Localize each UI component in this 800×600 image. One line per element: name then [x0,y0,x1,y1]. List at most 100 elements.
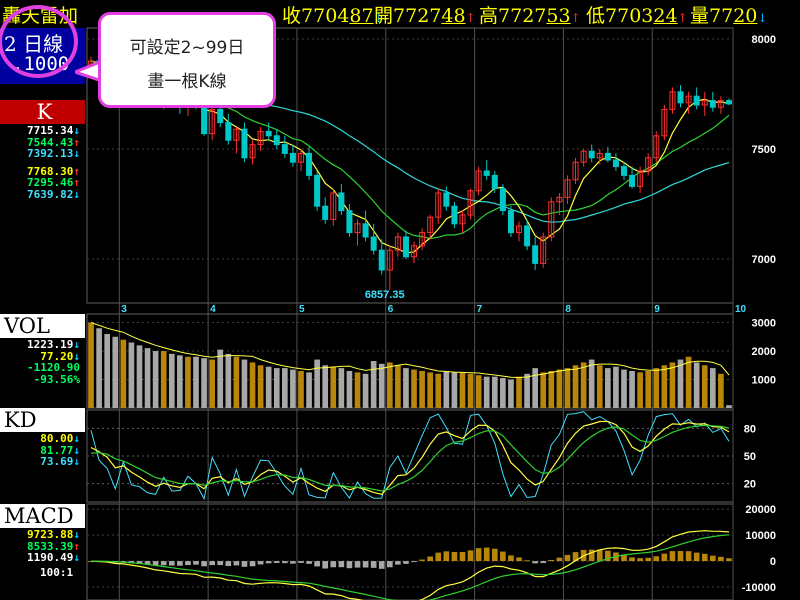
volume-tick-label: 3000 [752,318,776,330]
candle-body [725,100,732,105]
macd-histogram-bar [209,561,215,566]
volume-bar [330,366,337,408]
macd-histogram-bar [508,555,514,562]
volume-bar [160,351,167,408]
vol-value-text: 77.20 [40,349,74,363]
candle-body [419,232,426,247]
volume-bar [193,356,199,408]
candle-body [370,236,377,251]
price-tick-label: 7000 [752,254,776,266]
macd-panel-frame [86,503,734,600]
macd-histogram-bar [572,552,579,562]
volume-bar [403,368,409,408]
k-value-4: 7295.46↑ [0,177,80,189]
candle-body [330,192,337,220]
macd-value-2: 1190.49↓ [0,552,80,564]
macd-histogram-bar [136,561,143,564]
macd-histogram-bar [532,561,538,564]
volume-bar [435,373,442,408]
kd-value-text: 73.69 [40,455,74,468]
k-panel-label[interactable]: K [0,100,85,124]
k-value-text: 7544.43 [27,135,74,149]
candle-body [257,130,264,146]
k-value-text: 7715.34 [27,124,74,137]
candle-body [548,201,555,238]
volume-bar [645,370,652,408]
kd-values: 80.00↓ 81.77↓ 73.69↓ [0,433,80,468]
macd-histogram-bar [701,553,708,562]
volume-bar [637,372,643,408]
candle-body [491,174,498,190]
macd-tick-label: -10000 [742,582,776,594]
volume-bar [653,368,660,408]
vol-values: 1223.19↓ 77.20↓ -1120.90 -93.56% [0,339,80,385]
volume-bar [96,328,102,408]
macd-histogram-bar [370,561,377,568]
volume-bar [386,362,393,408]
macd-histogram-bar [290,561,296,564]
macd-histogram-bar [491,548,498,562]
trend-arrow-icon: ↑ [73,135,80,149]
kd-panel-label[interactable]: KD [0,408,85,432]
macd-histogram-bar [241,561,248,567]
macd-histogram-bar [273,561,280,563]
candle-body [378,249,385,271]
macd-histogram-bar [564,554,571,562]
candle-body [443,192,450,207]
volume-bar [338,368,345,408]
candle-body [217,108,224,124]
callout-line-2: 畫一根K線 [147,72,227,92]
candle-body [524,225,531,247]
volume-bar [354,372,361,408]
macd-histogram-bar [257,561,264,565]
volume-bar [508,379,514,408]
close-quote: 收770487↓ [282,5,384,27]
trend-arrow-icon: ↓ [73,551,80,564]
volume-bar [621,369,627,408]
kd-d-line [90,424,730,492]
candle-body [306,152,313,176]
macd-histogram-bar [459,552,466,562]
candle-body [532,245,539,264]
callout-line-1: 可設定2~99日 [129,38,245,58]
highlight-ring [0,5,78,78]
macd-value-0: 9723.88↓ [0,529,80,541]
low-quote: 低770324↑ [586,5,688,27]
volume-bar [225,353,232,408]
volume-bar [556,369,563,408]
vol-panel-label[interactable]: VOL [0,314,85,338]
macd-histogram-bar [338,561,345,568]
volume-bar [201,358,207,408]
macd-histogram-bar [217,561,224,566]
macd-histogram-bar [330,561,337,568]
candle-body [289,152,296,163]
candle-body [394,236,401,251]
volume-bar [322,365,329,408]
trend-arrow-icon: ↑ [73,176,80,189]
candle-body [507,210,514,234]
volume-bar [475,375,482,408]
macd-histogram-bar [225,561,232,567]
candle-body [225,122,232,141]
candle-body [629,174,636,187]
macd-histogram-bar [548,559,555,562]
candle-body [580,150,587,163]
candle-body [411,245,418,258]
candle-body [402,236,409,258]
candle-body [249,144,256,159]
candle-body [483,170,490,176]
candle-body [653,135,660,159]
macd-histogram-bar [144,561,151,565]
macd-histogram-bar [693,552,700,562]
volume-bar [709,368,716,408]
kd-tick-label: 50 [744,451,756,463]
macd-panel-label[interactable]: MACD [0,504,85,528]
volume-bar [306,372,312,408]
macd-value-text: 1190.49 [27,551,74,564]
candle-body [685,95,692,104]
macd-histogram-bar [661,553,668,562]
volume-bar [411,369,417,408]
candle-body [233,128,240,141]
trend-arrow-icon: ↓ [73,432,80,445]
x-tick-label: 9 [654,304,660,315]
